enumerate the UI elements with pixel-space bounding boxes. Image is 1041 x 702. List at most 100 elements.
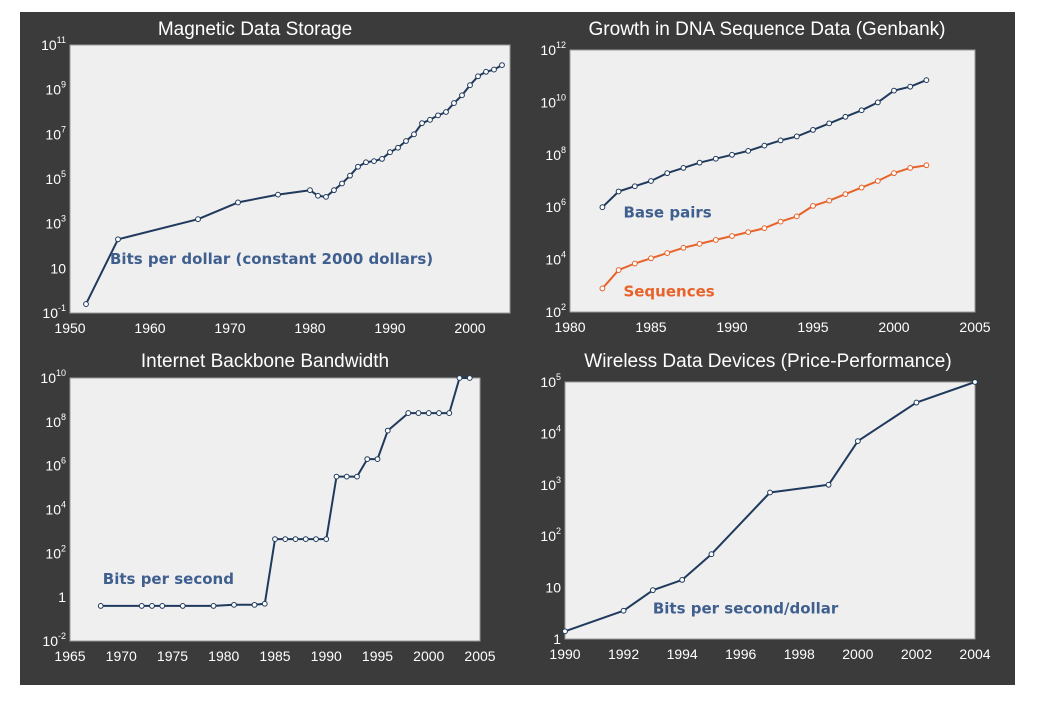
- data-point: [761, 142, 768, 149]
- data-point: [810, 127, 816, 133]
- data-point: [443, 109, 449, 115]
- data-point: [858, 107, 865, 114]
- x-tick-label: 1996: [725, 646, 756, 662]
- data-point: [446, 410, 453, 416]
- y-tick-label: 1011: [41, 35, 66, 53]
- y-tick-label: 104: [45, 500, 66, 518]
- data-point: [425, 410, 432, 416]
- plot-area: [69, 44, 511, 314]
- data-point: [97, 603, 104, 609]
- data-point: [347, 172, 353, 179]
- data-point: [149, 603, 155, 609]
- y-tick-label: 104: [545, 250, 566, 268]
- data-point: [282, 536, 289, 542]
- data-point: [355, 163, 361, 170]
- x-tick-label: 1950: [54, 320, 85, 336]
- y-tick-label: 103: [540, 475, 561, 493]
- data-point: [379, 156, 385, 162]
- series-line: [100, 377, 470, 607]
- x-tick-label: 1970: [106, 648, 137, 664]
- data-point: [679, 576, 686, 583]
- x-tick-label: 1990: [716, 319, 747, 335]
- y-tick-label: 102: [540, 526, 561, 544]
- data-point: [313, 536, 319, 542]
- y-tick-label: 1010: [540, 92, 566, 110]
- data-point: [874, 178, 881, 184]
- series-label: Base pairs: [623, 204, 711, 222]
- chart-title: Internet Backbone Bandwidth: [141, 351, 389, 372]
- y-tick-label: 1: [553, 631, 561, 647]
- data-point: [235, 199, 241, 206]
- data-point: [451, 100, 457, 106]
- x-tick-label: 2000: [413, 648, 444, 664]
- x-tick-label: 1992: [608, 646, 639, 662]
- data-point: [387, 149, 393, 156]
- data-point: [729, 151, 735, 158]
- chart-wireless: Wireless Data Devices (Price-Performance…: [540, 351, 990, 662]
- x-tick-label: 2005: [464, 648, 495, 664]
- y-tick-label: 102: [45, 543, 66, 561]
- data-point: [499, 62, 505, 68]
- data-point: [615, 188, 622, 195]
- y-tick-label: 103: [45, 214, 66, 232]
- data-point: [664, 170, 671, 177]
- charts-root: Magnetic Data Storage 1950 1960 1970 1980 199…: [40, 19, 990, 664]
- data-point: [339, 180, 345, 187]
- x-tick-label: 2002: [901, 646, 932, 662]
- x-tick-label: 1995: [797, 319, 828, 335]
- data-point: [891, 87, 897, 94]
- data-point: [210, 603, 217, 609]
- x-tick-label: 1960: [134, 320, 165, 336]
- data-point: [631, 260, 638, 267]
- data-point: [331, 187, 337, 194]
- data-point: [599, 204, 606, 211]
- data-point: [411, 131, 417, 138]
- x-tick-label: 1970: [214, 320, 245, 336]
- x-tick-label: 1965: [54, 648, 85, 664]
- data-point: [419, 120, 425, 127]
- data-point: [467, 82, 473, 89]
- data-point: [854, 438, 861, 445]
- data-point: [777, 218, 784, 225]
- chart-title: Growth in DNA Sequence Data (Genbank): [589, 19, 946, 40]
- data-point: [384, 427, 391, 434]
- data-point: [374, 456, 381, 462]
- data-point: [620, 607, 627, 614]
- x-tick-label: 1998: [784, 646, 815, 662]
- data-point: [907, 83, 914, 90]
- y-tick-label: 105: [540, 372, 561, 390]
- data-point: [83, 301, 89, 307]
- data-point: [491, 66, 497, 73]
- data-point: [459, 92, 465, 99]
- data-point: [891, 170, 897, 177]
- x-tick-label: 1980: [294, 320, 325, 336]
- data-point: [696, 159, 703, 166]
- data-point: [475, 73, 481, 80]
- data-point: [261, 600, 268, 607]
- y-tick-label: 10-1: [42, 303, 66, 321]
- data-point: [923, 77, 930, 84]
- data-point: [364, 456, 371, 462]
- data-point: [712, 237, 719, 243]
- x-tick-label: 2000: [454, 320, 485, 336]
- x-tick-label: 2000: [878, 319, 909, 335]
- data-point: [231, 601, 237, 608]
- data-point: [343, 473, 350, 480]
- data-point: [415, 410, 422, 416]
- y-tick-label: 102: [545, 302, 566, 320]
- y-tick-label: 1012: [540, 40, 566, 58]
- data-point: [649, 587, 656, 594]
- x-tick-label: 1985: [635, 319, 666, 335]
- data-point: [631, 183, 638, 190]
- data-point: [793, 213, 800, 220]
- data-point: [323, 193, 329, 200]
- data-point: [466, 375, 473, 381]
- plot-area: [69, 377, 481, 642]
- x-tick-label: 2000: [842, 646, 873, 662]
- chart-title: Magnetic Data Storage: [158, 19, 352, 40]
- y-tick-label: 1: [58, 589, 66, 605]
- x-tick-label: 2004: [959, 646, 990, 662]
- data-point: [483, 68, 489, 75]
- data-point: [427, 116, 433, 123]
